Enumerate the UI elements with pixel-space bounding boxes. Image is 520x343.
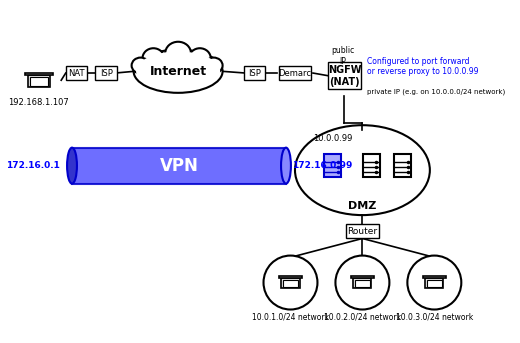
FancyBboxPatch shape xyxy=(351,276,374,279)
Circle shape xyxy=(335,256,389,309)
Ellipse shape xyxy=(136,51,220,91)
FancyBboxPatch shape xyxy=(279,66,311,80)
Text: 10.0.2.0/24 network: 10.0.2.0/24 network xyxy=(324,312,401,321)
FancyBboxPatch shape xyxy=(244,66,265,80)
FancyBboxPatch shape xyxy=(66,66,87,80)
Text: Router: Router xyxy=(347,227,378,236)
Text: Configured to port forward
or reverse proxy to 10.0.0.99: Configured to port forward or reverse pr… xyxy=(367,57,478,76)
Ellipse shape xyxy=(189,48,211,68)
FancyBboxPatch shape xyxy=(324,154,341,177)
Text: DMZ: DMZ xyxy=(348,201,376,211)
Text: Internet: Internet xyxy=(150,65,206,78)
Circle shape xyxy=(407,256,461,309)
FancyBboxPatch shape xyxy=(354,279,371,288)
Text: 172.16.0.99: 172.16.0.99 xyxy=(292,161,353,170)
Ellipse shape xyxy=(165,42,191,65)
Ellipse shape xyxy=(132,58,149,73)
Ellipse shape xyxy=(67,148,77,184)
Text: Demarc: Demarc xyxy=(279,69,311,78)
Text: 192.168.1.107: 192.168.1.107 xyxy=(8,98,69,107)
FancyBboxPatch shape xyxy=(30,77,48,86)
FancyBboxPatch shape xyxy=(425,279,444,288)
FancyBboxPatch shape xyxy=(346,224,379,238)
FancyBboxPatch shape xyxy=(395,154,411,177)
Text: NGFW
(NAT): NGFW (NAT) xyxy=(328,65,361,86)
Text: 10.0.0.99: 10.0.0.99 xyxy=(313,134,353,143)
Text: 10.0.3.0/24 network: 10.0.3.0/24 network xyxy=(396,312,473,321)
Text: ISP: ISP xyxy=(100,69,113,78)
Ellipse shape xyxy=(142,48,164,68)
FancyBboxPatch shape xyxy=(281,279,300,288)
Circle shape xyxy=(264,256,318,309)
FancyBboxPatch shape xyxy=(283,280,298,287)
Ellipse shape xyxy=(295,125,430,215)
FancyBboxPatch shape xyxy=(25,72,53,75)
FancyBboxPatch shape xyxy=(423,276,446,279)
Ellipse shape xyxy=(205,58,223,73)
FancyBboxPatch shape xyxy=(279,276,302,279)
Ellipse shape xyxy=(134,50,223,93)
FancyBboxPatch shape xyxy=(328,62,360,89)
FancyBboxPatch shape xyxy=(363,154,380,177)
Text: 172.16.0.1: 172.16.0.1 xyxy=(6,161,59,170)
FancyBboxPatch shape xyxy=(427,280,441,287)
Text: ISP: ISP xyxy=(248,69,261,78)
Text: NAT: NAT xyxy=(68,69,85,78)
Text: public
IP: public IP xyxy=(331,46,354,66)
FancyBboxPatch shape xyxy=(28,75,50,87)
Text: VPN: VPN xyxy=(160,157,199,175)
Text: private IP (e.g. on 10.0.0.0/24 network): private IP (e.g. on 10.0.0.0/24 network) xyxy=(367,89,505,95)
Text: 10.0.1.0/24 network: 10.0.1.0/24 network xyxy=(252,312,329,321)
FancyBboxPatch shape xyxy=(95,66,117,80)
FancyBboxPatch shape xyxy=(355,280,370,287)
Ellipse shape xyxy=(281,148,291,184)
Polygon shape xyxy=(72,148,286,184)
